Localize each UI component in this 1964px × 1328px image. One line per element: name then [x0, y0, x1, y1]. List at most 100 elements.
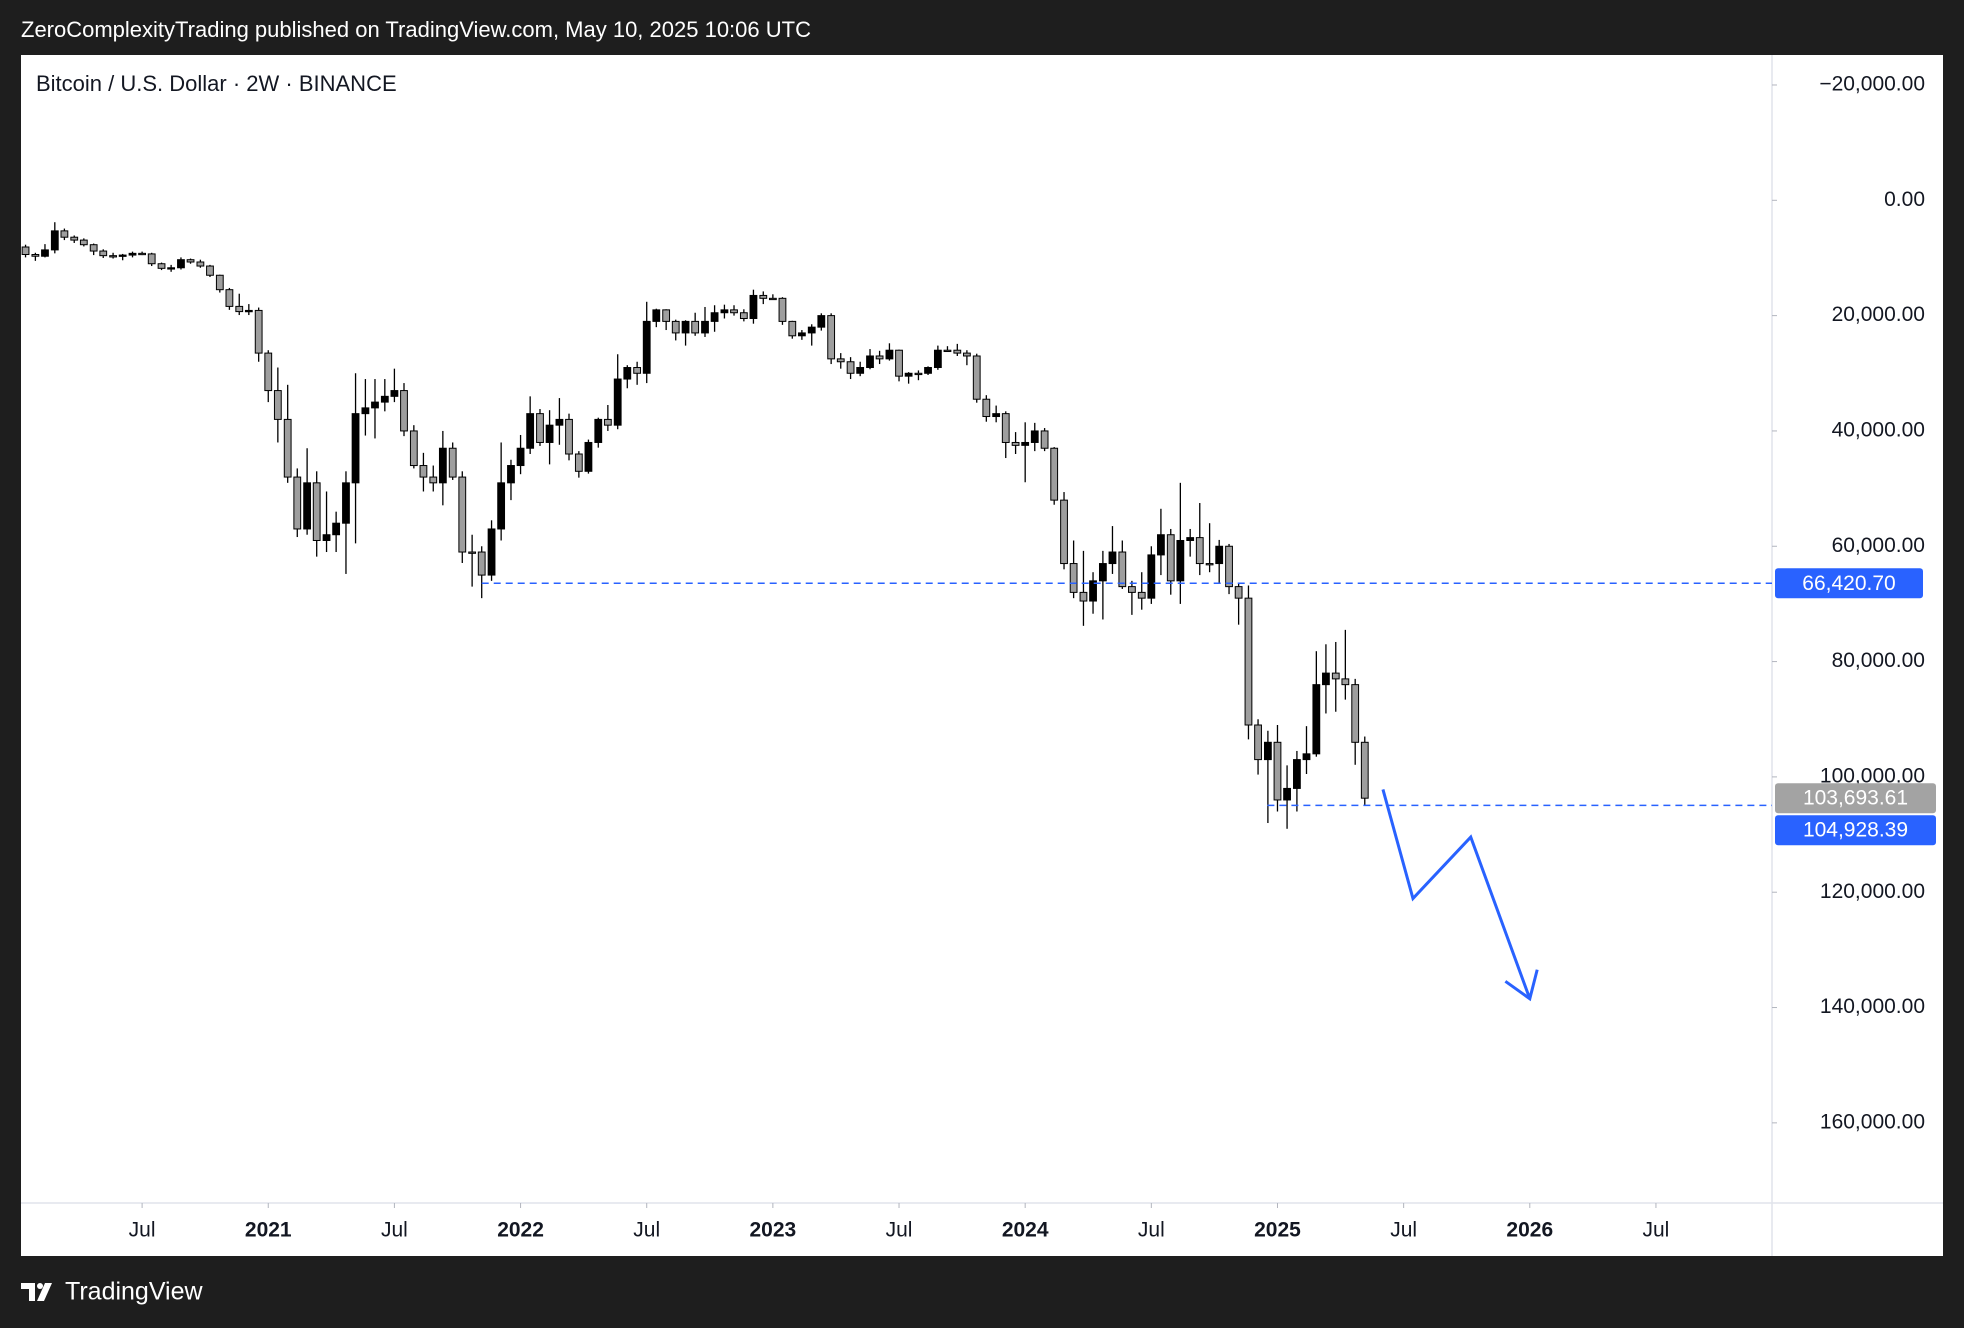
- candle-body: [380, 395, 389, 403]
- x-tick-label: 2021: [245, 1219, 292, 1242]
- candle-body: [1147, 554, 1156, 599]
- candle-body: [118, 254, 127, 257]
- price-line-box: [1775, 568, 1923, 599]
- candle-body: [933, 349, 942, 369]
- candle-body: [1089, 580, 1097, 602]
- candle-body: [565, 418, 573, 455]
- candle-body: [1186, 537, 1195, 541]
- candle-body: [1263, 741, 1272, 761]
- candle-body: [875, 355, 884, 360]
- candle-body: [41, 249, 49, 257]
- candle-body: [1234, 586, 1243, 599]
- candle-body: [371, 401, 379, 409]
- candle-body: [584, 441, 593, 472]
- candle-body: [1225, 545, 1233, 588]
- y-tick-label: 120,000.00: [1820, 880, 1925, 903]
- candle-body: [477, 551, 486, 576]
- candle-body: [273, 390, 282, 420]
- candle-body: [1215, 545, 1224, 565]
- candle-body: [419, 465, 428, 478]
- candle-body: [429, 476, 438, 484]
- candle-body: [904, 372, 913, 377]
- logo-dot: [37, 1283, 43, 1289]
- candle-body: [167, 267, 176, 270]
- price-line-box: [1775, 815, 1936, 846]
- candle-body: [1118, 551, 1127, 588]
- candle-body: [836, 358, 845, 363]
- candle-body: [516, 447, 525, 467]
- candle-body: [31, 254, 40, 257]
- candle-body: [293, 476, 302, 530]
- y-tick-label: 80,000.00: [1832, 649, 1925, 672]
- candle-body: [21, 246, 30, 256]
- candle-body: [778, 297, 787, 322]
- x-tick-label: Jul: [633, 1219, 660, 1242]
- candle-body: [497, 482, 506, 530]
- candle-body: [545, 424, 554, 443]
- candle-body: [215, 274, 224, 291]
- candle-body: [807, 326, 816, 334]
- candle-body: [710, 312, 719, 322]
- tradingview-logo: [21, 1283, 52, 1301]
- candle-body: [681, 320, 690, 334]
- candle-body: [846, 361, 855, 374]
- candle-body: [594, 418, 603, 443]
- candle-body: [633, 367, 642, 374]
- candle-body: [1157, 534, 1165, 556]
- candle-body: [1360, 741, 1369, 799]
- candle-body: [1128, 586, 1136, 593]
- candle-body: [1195, 537, 1204, 565]
- x-tick-label: Jul: [381, 1219, 408, 1242]
- x-tick-label: 2026: [1506, 1219, 1553, 1242]
- candle-body: [1166, 534, 1175, 582]
- candle-body: [1205, 563, 1214, 566]
- candle-body: [1176, 539, 1185, 582]
- candle-body: [1322, 672, 1330, 686]
- candle-body: [691, 320, 700, 334]
- candle-body: [312, 482, 321, 541]
- candle-body: [1069, 563, 1078, 593]
- candle-body: [623, 367, 632, 380]
- x-tick-label: Jul: [1138, 1219, 1165, 1242]
- candle-body: [458, 476, 467, 553]
- chart-panel: [21, 55, 1943, 1256]
- candle-body: [720, 309, 729, 314]
- candle-body: [448, 447, 457, 478]
- candle-body: [235, 305, 244, 313]
- candle-body: [817, 315, 826, 328]
- candle-body: [526, 413, 535, 449]
- candle-body: [1079, 591, 1088, 602]
- candle-body: [827, 315, 836, 360]
- candle-body: [953, 349, 962, 354]
- candle-body: [147, 253, 156, 265]
- candle-body: [225, 289, 234, 307]
- candle-body: [1312, 684, 1321, 755]
- candle-body: [797, 332, 806, 337]
- logo-slant: [37, 1283, 52, 1301]
- candle-body: [342, 482, 350, 524]
- candle-body: [264, 352, 273, 392]
- x-tick-label: 2023: [750, 1219, 797, 1242]
- footer-brand: TradingView: [65, 1278, 204, 1306]
- candle-body: [555, 418, 564, 426]
- candle-body: [962, 352, 971, 357]
- x-tick-label: Jul: [886, 1219, 913, 1242]
- candle-body: [196, 261, 205, 267]
- candle-body: [128, 252, 137, 256]
- candle-body: [50, 230, 59, 251]
- candle-body: [701, 320, 709, 334]
- candle-body: [79, 239, 88, 246]
- candle-body: [759, 294, 768, 299]
- y-tick-label: 160,000.00: [1820, 1110, 1925, 1133]
- y-tick-label: 140,000.00: [1820, 995, 1925, 1018]
- candle-body: [1273, 741, 1282, 801]
- candle-body: [671, 320, 680, 334]
- candle-body: [943, 349, 952, 353]
- candle-body: [487, 528, 496, 576]
- candle-body: [914, 372, 923, 376]
- candle-body: [438, 447, 447, 484]
- candle-body: [1050, 447, 1059, 501]
- candle-body: [157, 263, 166, 269]
- price-line-label: 104,928.39: [1803, 819, 1908, 842]
